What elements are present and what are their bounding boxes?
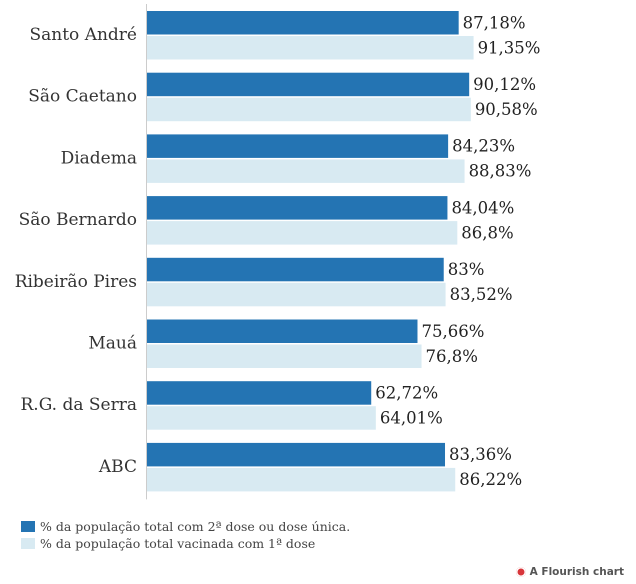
data-label: 76,8% (426, 347, 478, 366)
data-label: 83,36% (449, 445, 512, 464)
category-label: Mauá (88, 334, 137, 354)
legend-label-first-dose: % da população total vacinada com 1ª dos… (40, 536, 316, 551)
bar-second-dose[interactable] (147, 134, 449, 158)
legend: % da população total com 2ª dose ou dose… (21, 518, 350, 552)
category-label: São Caetano (28, 87, 137, 107)
data-label: 75,66% (421, 322, 484, 341)
bar-second-dose[interactable] (147, 196, 448, 220)
legend-swatch-first-dose (21, 538, 35, 549)
data-label: 90,12% (473, 75, 536, 94)
category-label: Santo André (30, 25, 138, 45)
category-label: ABC (98, 457, 137, 477)
legend-label-second-dose: % da população total com 2ª dose ou dose… (40, 519, 351, 534)
category-label: Diadema (61, 148, 137, 168)
data-label: 91,35% (478, 38, 541, 57)
category-label: Ribeirão Pires (15, 272, 137, 292)
legend-item-first-dose[interactable]: % da população total vacinada com 1ª dos… (21, 535, 350, 552)
category-label: R.G. da Serra (20, 395, 137, 415)
bar-second-dose[interactable] (147, 72, 470, 97)
bar-second-dose[interactable] (147, 381, 372, 405)
data-label: 84,04% (451, 198, 514, 217)
bar-second-dose[interactable] (147, 257, 444, 282)
data-label: 87,18% (463, 13, 526, 32)
bar-first-dose[interactable] (147, 97, 471, 122)
legend-swatch-second-dose (21, 521, 35, 532)
bar-first-dose[interactable] (147, 221, 458, 245)
bar-second-dose[interactable] (147, 11, 459, 35)
data-label: 90,58% (475, 100, 538, 119)
data-label: 86,8% (461, 223, 513, 242)
data-label: 83% (448, 260, 485, 279)
flourish-logo-icon (515, 567, 526, 577)
bar-second-dose[interactable] (147, 319, 418, 344)
data-label: 88,83% (469, 162, 532, 181)
data-label: 62,72% (375, 383, 438, 402)
data-label: 86,22% (459, 470, 522, 489)
bar-first-dose[interactable] (147, 406, 376, 430)
flourish-credit-label: A Flourish chart (529, 566, 624, 578)
bar-first-dose[interactable] (147, 159, 465, 183)
bar-second-dose[interactable] (147, 442, 446, 467)
bar-chart: Santo André 87,18% 91,35% São Caetano 90,12%… (15, 4, 541, 500)
data-label: 84,23% (452, 137, 515, 156)
category-label: São Bernardo (19, 210, 137, 230)
legend-item-second-dose[interactable]: % da população total com 2ª dose ou dose… (21, 518, 350, 535)
bar-first-dose[interactable] (147, 467, 456, 492)
data-label: 64,01% (380, 408, 443, 427)
bar-first-dose[interactable] (147, 282, 446, 307)
data-label: 83,52% (450, 285, 513, 304)
flourish-credit[interactable]: A Flourish chart (515, 566, 624, 578)
bar-first-dose[interactable] (147, 344, 422, 369)
bar-first-dose[interactable] (147, 36, 474, 60)
